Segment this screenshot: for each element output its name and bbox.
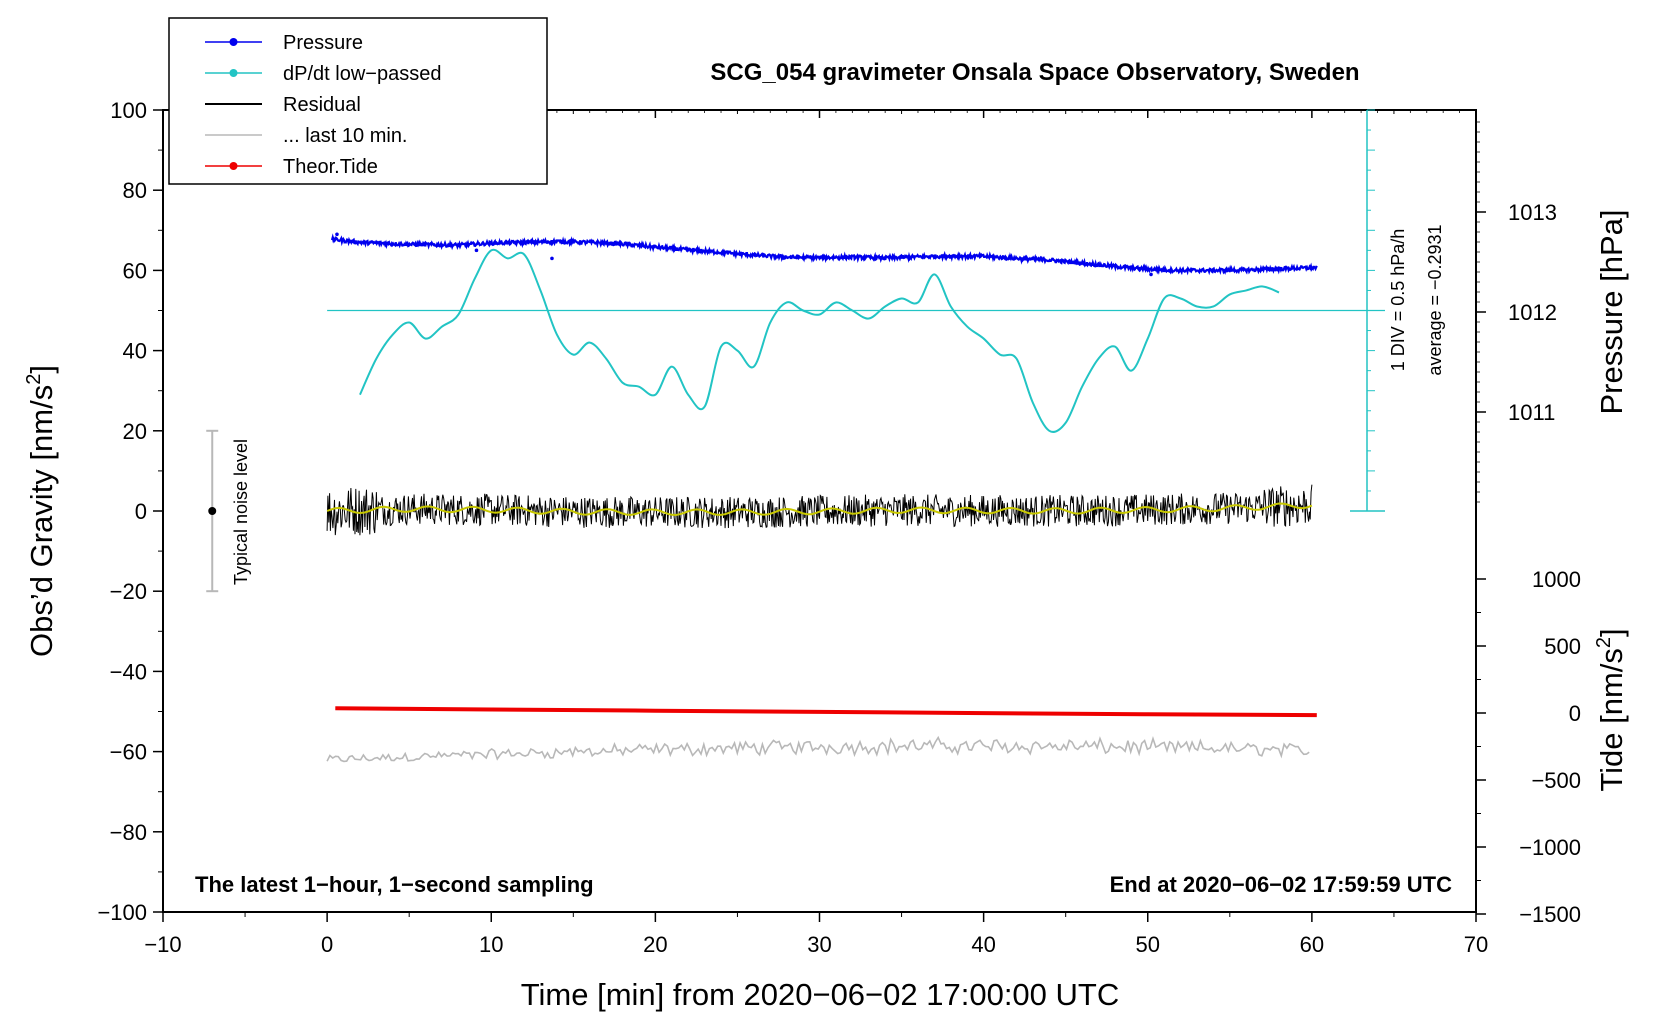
footnote-right: End at 2020−06−02 17:59:59 UTC <box>1110 872 1453 897</box>
dpdt-scale-label: 1 DIV = 0.5 hPa/h <box>1388 229 1408 372</box>
legend-label-2: Residual <box>283 94 361 116</box>
y-tick-label: −20 <box>110 579 147 604</box>
tide-tick-label: −1000 <box>1519 835 1581 860</box>
legend-label-1: dP/dt low−passed <box>283 63 441 85</box>
axis-ticks: −10 0 10 20 30 40 50 60 70−100−80−60−40−20020406… <box>97 98 1581 957</box>
x-tick-label: 0 <box>321 932 333 957</box>
tide-tick-label: 0 <box>1569 701 1581 726</box>
y-axis-title-sup: 2 <box>23 374 45 385</box>
y-tick-label: 0 <box>135 499 147 524</box>
y-tick-label: 40 <box>123 339 147 364</box>
legend-marker-4 <box>229 162 238 170</box>
legend-label-0: Pressure <box>283 32 363 54</box>
y-tick-label: −80 <box>110 820 147 845</box>
legend-label-3: ... last 10 min. <box>283 125 408 147</box>
pressure-outlier-point <box>1149 272 1153 277</box>
pressure-axis-title: Pressure [hPa] <box>1594 209 1629 414</box>
y-tick-label: 20 <box>123 419 147 444</box>
y-axis-title-close: ] <box>24 365 59 374</box>
tide-tick-label: −1500 <box>1519 902 1581 927</box>
legend-label-4: Theor.Tide <box>283 156 378 178</box>
x-tick-label: 70 <box>1464 932 1488 957</box>
tide-axis-title: Tide [nm/s2] <box>1593 628 1629 791</box>
series-pressure <box>330 233 1318 276</box>
series-residual-smoothed <box>326 502 1313 517</box>
y-tick-label: −40 <box>110 659 147 684</box>
series-dpdt <box>359 248 1280 433</box>
y-axis-title-main: Obs’d Gravity [nm/s <box>24 385 59 657</box>
tide-axis-title-sup: 2 <box>1593 637 1615 648</box>
chart-title: SCG_054 gravimeter Onsala Space Observat… <box>710 59 1359 86</box>
dpdt-average-label: average = −0.2931 <box>1425 224 1445 375</box>
legend-marker-0 <box>229 38 238 46</box>
y-axis-title: Obs’d Gravity [nm/s2] <box>23 365 59 657</box>
x-tick-label: 50 <box>1136 932 1160 957</box>
x-axis-title: Time [min] from 2020−06−02 17:00:00 UTC <box>521 977 1120 1012</box>
y-tick-label: 80 <box>123 178 147 203</box>
series-layer <box>326 232 1318 763</box>
tide-tick-label: 500 <box>1544 634 1581 659</box>
pressure-outlier-point <box>474 248 479 253</box>
pressure-outlier-point <box>550 256 554 261</box>
x-tick-label: 20 <box>643 932 667 957</box>
series-residual <box>326 484 1313 536</box>
x-tick-label: 40 <box>971 932 995 957</box>
pressure-tick-label: 1013 <box>1508 200 1557 225</box>
annotation-layer <box>206 109 1385 593</box>
tide-axis-title-close: ] <box>1594 628 1629 637</box>
pressure-tick-label: 1011 <box>1508 400 1555 425</box>
tide-tick-label: −500 <box>1531 768 1581 793</box>
footnote-left: The latest 1−hour, 1−second sampling <box>195 872 594 897</box>
y-tick-label: −100 <box>97 900 147 925</box>
y-tick-label: 100 <box>110 98 147 123</box>
x-tick-label: 60 <box>1300 932 1324 957</box>
x-tick-label: 10 <box>479 932 503 957</box>
y-tick-label: −60 <box>110 740 147 765</box>
tide-tick-label: 1000 <box>1532 567 1581 592</box>
legend: Pressure dP/dt low−passed Residual ... last… <box>168 17 548 185</box>
x-tick-label: 30 <box>807 932 831 957</box>
pressure-outlier-point <box>335 232 339 237</box>
x-tick-label: −10 <box>144 932 181 957</box>
noise-bar-center <box>208 507 217 515</box>
tide-axis-title-main: Tide [nm/s <box>1594 648 1629 792</box>
noise-label: Typical noise level <box>231 439 251 585</box>
pressure-tick-label: 1012 <box>1508 300 1557 325</box>
legend-marker-1 <box>229 69 238 77</box>
y-tick-label: 60 <box>123 258 147 283</box>
series-theor-tide <box>335 706 1317 718</box>
series-last-10-min <box>326 735 1310 763</box>
